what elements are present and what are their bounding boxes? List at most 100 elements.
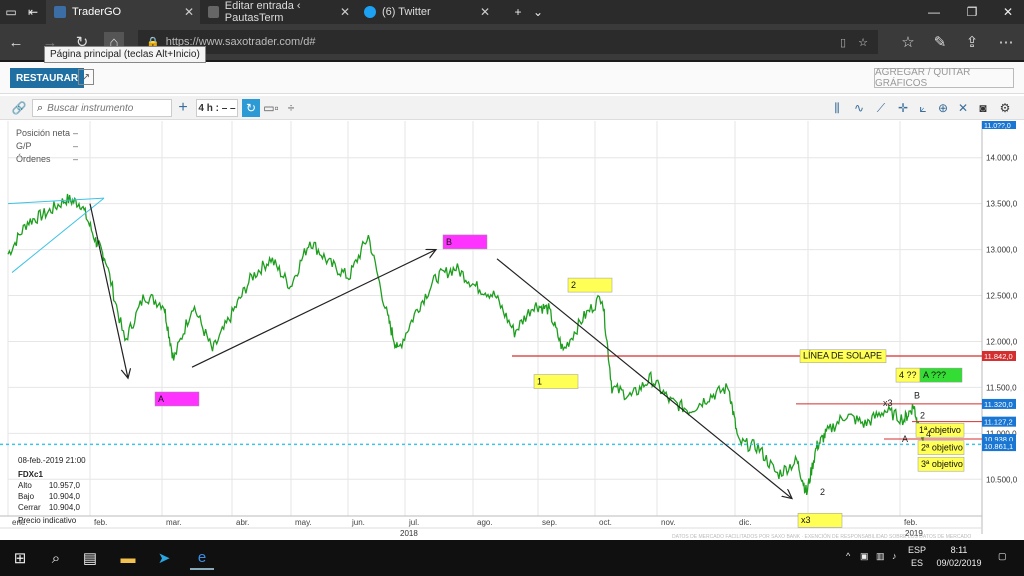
wave-label-box [917, 456, 965, 472]
low-value: 10.904,0 [48, 492, 80, 501]
price-chart[interactable]: ene. feb. mar. abr. may. jun. jul. ago. sep. oct.… [0, 121, 1024, 540]
telegram-icon[interactable]: ➤ [157, 550, 171, 567]
tray-chevron-icon[interactable]: ^ [846, 551, 851, 561]
tab-pautasterm[interactable]: Editar entrada ‹ PautasTerm ✕ [200, 0, 356, 24]
wave-arrow [496, 258, 792, 499]
wave-count-label: 2 [920, 411, 925, 421]
camera-icon[interactable]: ◙ [979, 101, 987, 115]
edge-icon[interactable]: e [190, 546, 214, 570]
y-tick-label: 13.000,0 [986, 246, 1018, 255]
split-icon[interactable]: ÷ [287, 101, 295, 115]
price-series-line [7, 193, 925, 496]
close-icon[interactable]: ✕ [183, 5, 194, 19]
new-tab-icon[interactable]: + [514, 5, 522, 19]
windows-start-icon[interactable]: ⊞ [13, 550, 27, 567]
twitter-icon [364, 6, 376, 18]
wave-label-box [797, 512, 843, 528]
chevron-down-icon[interactable]: ⌄ [532, 5, 544, 19]
instrument-search[interactable]: ⌕ [32, 99, 172, 117]
close-icon[interactable]: ✕ [479, 5, 490, 19]
close-icon[interactable]: ✕ [339, 5, 350, 19]
restore-icon[interactable]: ❐ [966, 5, 978, 19]
price-tag [982, 441, 1016, 452]
position-row: Posición neta – [16, 127, 78, 140]
wave-arrow [89, 203, 128, 379]
close-label: Cerrar [18, 503, 41, 512]
y-tick-label: 10.500,0 [986, 475, 1018, 484]
x-tick-label: mar. [166, 518, 182, 527]
ohlc-low-row: Bajo 10.904,0 [18, 491, 80, 502]
tab-twitter[interactable]: (6) Twitter ✕ [356, 0, 496, 24]
meet-icon[interactable]: ▣ [860, 551, 869, 561]
share-icon[interactable]: ⇪ [965, 34, 979, 51]
price-chart-svg[interactable]: ene. feb. mar. abr. may. jun. jul. ago. sep. oct.… [0, 121, 1024, 540]
add-icon[interactable]: + [178, 99, 188, 116]
pl-label: G/P [16, 141, 32, 151]
x-tick-label: sep. [542, 518, 557, 527]
wave-label-text: A ??? [923, 370, 946, 380]
language-indicator[interactable]: ESP ES [908, 544, 926, 570]
link-icon[interactable]: 🔗 [11, 101, 27, 115]
indicators-icon[interactable]: ∿ [853, 101, 865, 115]
candles-icon[interactable]: ⫼ [834, 100, 840, 115]
period-selector[interactable]: 4 h : – – [196, 99, 238, 117]
url-field[interactable]: 🔒 https://www.saxotrader.com/d# ▯ ☆ [138, 30, 878, 54]
wave-label-text: 1 [537, 377, 542, 387]
drawing-icon[interactable]: ⟀ [919, 100, 927, 115]
wave-count-label: 4 [926, 429, 931, 439]
volume-icon[interactable]: ♪ [892, 551, 897, 561]
x-tick-label: dic. [739, 518, 751, 527]
search-icon[interactable]: ⌕ [51, 549, 61, 567]
task-view-icon[interactable]: ▤ [82, 550, 98, 567]
file-explorer-icon[interactable]: ▬ [120, 549, 136, 567]
orders-label: Órdenes [16, 154, 51, 164]
wave-count-label: x3 [883, 398, 893, 408]
popout-icon[interactable]: ↗ [78, 69, 94, 85]
restore-button[interactable]: RESTAURAR [10, 68, 85, 88]
add-remove-charts-button[interactable]: AGREGAR / QUITAR GRÁFICOS [874, 67, 1014, 89]
line-tool-icon[interactable]: ⟋ [876, 100, 886, 115]
back-arrow-icon[interactable]: ← [8, 33, 24, 51]
orders-value: – [72, 154, 78, 164]
x-tick-label: nov. [661, 518, 676, 527]
tradergo-page: RESTAURAR ↗ AGREGAR / QUITAR GRÁFICOS 🔗 … [0, 62, 1024, 540]
low-label: Bajo [18, 492, 35, 501]
notifications-icon[interactable]: ▢ [998, 551, 1007, 561]
trendline [7, 197, 105, 205]
layout-icon[interactable]: ▭▫ [263, 101, 279, 115]
gear-icon[interactable]: ⚙ [999, 101, 1011, 115]
fit-icon[interactable]: ✕ [957, 101, 969, 115]
favorites-icon[interactable]: ☆ [901, 34, 915, 51]
pl-row: G/P – [16, 140, 78, 153]
tab-actions-icon[interactable]: ▭ [5, 5, 17, 19]
x-tick-label: jun. [351, 518, 365, 527]
x-tick-label: jul. [408, 518, 419, 527]
tab-tradergo[interactable]: TraderGO ✕ [46, 0, 200, 24]
pen-icon[interactable]: ✎ [933, 34, 947, 51]
home-tooltip: Página principal (teclas Alt+Inicio) [44, 46, 206, 63]
x-tick-label: ene. [12, 518, 28, 527]
wave-label-text: 4 ?? [899, 370, 917, 380]
url-text: https://www.saxotrader.com/d# [165, 36, 316, 48]
reading-view-icon[interactable]: ▯ [839, 36, 846, 49]
wave-label-box [799, 349, 887, 363]
crosshair-icon[interactable]: ✛ [897, 101, 909, 115]
network-icon[interactable]: ▥ [876, 551, 885, 561]
tab-title: TraderGO [72, 6, 122, 18]
refresh-chart-icon[interactable]: ↻ [242, 99, 260, 117]
wave-count-label: B [914, 390, 920, 400]
orders-row: Órdenes – [16, 153, 78, 166]
star-icon[interactable]: ☆ [858, 36, 868, 49]
tab-back-icon[interactable]: ⇤ [27, 5, 39, 19]
search-input[interactable] [47, 102, 158, 114]
minimize-icon[interactable]: — [928, 5, 940, 19]
price-tag-label: 10.861,1 [984, 442, 1013, 451]
clock[interactable]: 8:11 09/02/2019 [934, 544, 984, 570]
more-icon[interactable]: ⋯ [998, 34, 1014, 51]
zoom-icon[interactable]: ⊕ [937, 101, 949, 115]
x-tick-label: ago. [477, 518, 493, 527]
close-window-icon[interactable]: ✕ [1002, 5, 1014, 19]
wave-label-box [919, 367, 963, 383]
wave-label-box [154, 391, 200, 407]
wave-label-text: 2 [571, 280, 576, 290]
